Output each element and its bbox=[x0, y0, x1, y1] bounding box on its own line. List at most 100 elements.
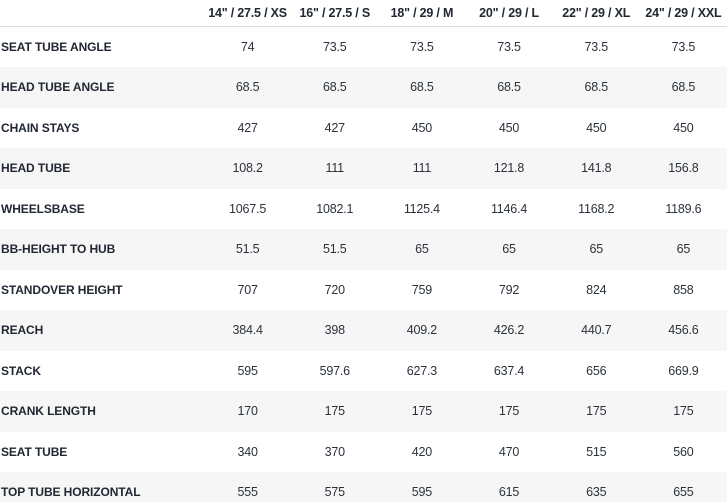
cell-value: 73.5 bbox=[497, 40, 521, 54]
table-row: WHEELSBASE 1067.5 1082.1 1125.4 1146.4 1168.2… bbox=[0, 189, 727, 230]
cell-value: 1146.4 bbox=[490, 201, 528, 216]
cell-value: 450 bbox=[411, 120, 433, 135]
cell-value: 65 bbox=[676, 242, 691, 257]
cell-value: 73.5 bbox=[322, 40, 347, 54]
cell-value: 51.5 bbox=[235, 242, 260, 257]
cell-value: 384.4 bbox=[232, 323, 263, 338]
cell-value: 398 bbox=[324, 323, 345, 338]
cell-value: 720 bbox=[324, 282, 345, 297]
cell-value: 65 bbox=[502, 242, 516, 257]
cell-value: 635 bbox=[586, 485, 607, 500]
table-row: SEAT TUBE ANGLE 74 73.5 73.5 73.5 73.5 73.5 bbox=[0, 27, 727, 68]
cell-value: 450 bbox=[673, 120, 694, 135]
cell-value: 175 bbox=[586, 404, 607, 419]
cell-value: 1168.2 bbox=[578, 201, 615, 216]
column-header: 22" / 29 / XL bbox=[552, 0, 640, 27]
table-row: HEAD TUBE ANGLE 68.5 68.5 68.5 68.5 68.5 68.5 bbox=[0, 67, 727, 108]
cell-value: 121.8 bbox=[493, 161, 525, 176]
row-label: STACK bbox=[1, 363, 41, 378]
cell-value: 427 bbox=[237, 120, 258, 135]
corner-cell bbox=[0, 0, 204, 27]
cell-value: 824 bbox=[586, 282, 607, 297]
cell-value: 450 bbox=[586, 120, 607, 135]
row-label: REACH bbox=[1, 323, 44, 338]
cell-value: 175 bbox=[324, 404, 345, 419]
cell-value: 426.2 bbox=[493, 323, 525, 338]
cell-value: 792 bbox=[498, 282, 520, 297]
cell-value: 73.5 bbox=[410, 40, 434, 54]
column-header: 14" / 27.5 / XS bbox=[204, 0, 292, 27]
cell-value: 409.2 bbox=[406, 323, 438, 338]
cell-value: 427 bbox=[324, 120, 345, 135]
cell-value: 175 bbox=[411, 404, 433, 419]
table-row: CRANK LENGTH 170 175 175 175 175 175 bbox=[0, 391, 727, 432]
cell-value: 456.6 bbox=[668, 323, 699, 338]
cell-value: 73.5 bbox=[671, 40, 696, 54]
cell-value: 470 bbox=[498, 444, 520, 459]
cell-value: 656 bbox=[586, 363, 607, 378]
column-header: 16" / 27.5 / S bbox=[291, 0, 379, 27]
cell-value: 111 bbox=[325, 161, 345, 176]
cell-value: 759 bbox=[411, 282, 433, 297]
column-header: 20" / 29 / L bbox=[465, 0, 553, 27]
row-label: HEAD TUBE ANGLE bbox=[1, 80, 115, 95]
cell-value: 156.8 bbox=[668, 161, 699, 176]
cell-value: 615 bbox=[498, 485, 520, 500]
cell-value: 575 bbox=[324, 485, 345, 500]
row-label: STANDOVER HEIGHT bbox=[1, 282, 123, 297]
cell-value: 170 bbox=[237, 404, 258, 419]
cell-value: 68.5 bbox=[497, 80, 521, 95]
table-row: HEAD TUBE 108.2 111 111 121.8 141.8 156.8 bbox=[0, 148, 727, 189]
table-row: CHAIN STAYS 427 427 450 450 450 450 bbox=[0, 108, 727, 149]
cell-value: 450 bbox=[498, 120, 520, 135]
cell-value: 597.6 bbox=[319, 363, 350, 378]
table-row: REACH 384.4 398 409.2 426.2 440.7 456.6 bbox=[0, 310, 727, 351]
cell-value: 669.9 bbox=[668, 363, 699, 378]
cell-value: 595 bbox=[237, 363, 258, 378]
cell-value: 175 bbox=[673, 404, 694, 419]
cell-value: 1082.1 bbox=[316, 201, 354, 216]
cell-value: 637.4 bbox=[493, 363, 525, 378]
header-row: 14" / 27.5 / XS 16" / 27.5 / S 18" / 29 / … bbox=[0, 0, 727, 27]
table-body: SEAT TUBE ANGLE 74 73.5 73.5 73.5 73.5 73.5 HEA… bbox=[0, 27, 727, 502]
table-row: STANDOVER HEIGHT 707 720 759 792 824 858 bbox=[0, 270, 727, 311]
column-header: 24" / 29 / XXL bbox=[639, 0, 727, 27]
cell-value: 440.7 bbox=[581, 323, 612, 338]
cell-value: 73.5 bbox=[584, 40, 608, 54]
table-row: BB-HEIGHT TO HUB 51.5 51.5 65 65 65 65 bbox=[0, 229, 727, 270]
cell-value: 68.5 bbox=[671, 80, 696, 95]
cell-value: 111 bbox=[412, 161, 432, 176]
cell-value: 1125.4 bbox=[403, 201, 440, 216]
row-label: CHAIN STAYS bbox=[1, 120, 80, 135]
cell-value: 51.5 bbox=[322, 242, 347, 257]
cell-value: 68.5 bbox=[410, 80, 434, 95]
row-label: WHEELSBASE bbox=[1, 201, 85, 216]
cell-value: 68.5 bbox=[584, 80, 608, 95]
table-row: SEAT TUBE 340 370 420 470 515 560 bbox=[0, 432, 727, 473]
cell-value: 108.2 bbox=[232, 161, 263, 176]
cell-value: 627.3 bbox=[406, 363, 438, 378]
row-label: SEAT TUBE ANGLE bbox=[1, 40, 112, 54]
cell-value: 560 bbox=[673, 444, 694, 459]
column-header: 18" / 29 / M bbox=[378, 0, 466, 27]
row-label: CRANK LENGTH bbox=[1, 404, 96, 419]
cell-value: 141.8 bbox=[581, 161, 612, 176]
cell-value: 340 bbox=[237, 444, 258, 459]
row-label: HEAD TUBE bbox=[1, 161, 71, 176]
cell-value: 370 bbox=[324, 444, 345, 459]
cell-value: 1067.5 bbox=[229, 201, 267, 216]
cell-value: 1189.6 bbox=[665, 201, 702, 216]
table-row: STACK 595 597.6 627.3 637.4 656 669.9 bbox=[0, 351, 727, 392]
cell-value: 68.5 bbox=[235, 80, 260, 95]
cell-value: 65 bbox=[589, 242, 603, 257]
cell-value: 555 bbox=[237, 485, 258, 500]
cell-value: 175 bbox=[498, 404, 520, 419]
cell-value: 420 bbox=[411, 444, 433, 459]
row-label: TOP TUBE HORIZONTAL bbox=[1, 485, 141, 500]
row-label: SEAT TUBE bbox=[1, 444, 68, 459]
table-row: TOP TUBE HORIZONTAL 555 575 595 615 635 655 bbox=[0, 472, 727, 502]
row-label: BB-HEIGHT TO HUB bbox=[1, 242, 116, 257]
cell-value: 595 bbox=[411, 485, 433, 500]
cell-value: 65 bbox=[415, 242, 429, 257]
